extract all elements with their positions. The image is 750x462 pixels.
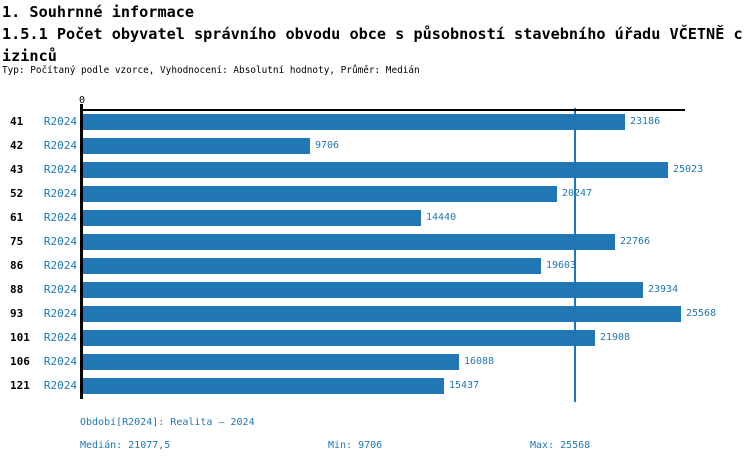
chart-row: 86 R2024 19603 — [0, 254, 750, 278]
bar — [83, 138, 310, 154]
row-category-label: 88 — [10, 283, 24, 296]
x-axis-tick-label: 0 — [78, 95, 86, 106]
chart-meta-line: Typ: Počítaný podle vzorce, Vyhodnocení:… — [2, 65, 420, 76]
row-period-label: R2024 — [43, 187, 77, 200]
chart-row: 88 R2024 23934 — [0, 278, 750, 302]
min-stat-label: Min: 9706 — [328, 440, 383, 451]
bar — [83, 114, 625, 130]
bar-value-label: 20247 — [562, 188, 593, 199]
bar-value-label: 25023 — [673, 164, 704, 175]
chart-row: 93 R2024 25568 — [0, 302, 750, 326]
chart-row: 52 R2024 20247 — [0, 182, 750, 206]
bar — [83, 258, 541, 274]
row-period-label: R2024 — [43, 115, 77, 128]
bar-value-label: 19603 — [546, 260, 577, 271]
row-category-label: 93 — [10, 307, 24, 320]
section-title: 1. Souhrnné informace — [2, 3, 195, 21]
chart-row: 106 R2024 16088 — [0, 350, 750, 374]
bar — [83, 186, 557, 202]
row-category-label: 86 — [10, 259, 24, 272]
bar — [83, 330, 595, 346]
bar-value-label: 25568 — [686, 308, 717, 319]
row-category-label: 52 — [10, 187, 24, 200]
bar-value-label: 15437 — [449, 380, 480, 391]
chart-title: 1.5.1 Počet obyvatel správního obvodu ob… — [2, 25, 743, 65]
chart-rows: 41 R2024 23186 42 R2024 9706 43 R2024 25023 52 R20… — [0, 110, 750, 398]
row-category-label: 42 — [10, 139, 24, 152]
y-axis-line — [80, 104, 83, 399]
bar — [83, 306, 681, 322]
row-period-label: R2024 — [43, 283, 77, 296]
row-period-label: R2024 — [43, 235, 77, 248]
row-category-label: 61 — [10, 211, 24, 224]
chart-row: 75 R2024 22766 — [0, 230, 750, 254]
chart-row: 61 R2024 14440 — [0, 206, 750, 230]
bar — [83, 210, 421, 226]
row-period-label: R2024 — [43, 163, 77, 176]
chart-row: 42 R2024 9706 — [0, 134, 750, 158]
bar-value-label: 23934 — [648, 284, 679, 295]
bar — [83, 354, 459, 370]
row-category-label: 101 — [10, 331, 30, 344]
bar — [83, 234, 615, 250]
bar-value-label: 23186 — [630, 116, 661, 127]
chart-row: 41 R2024 23186 — [0, 110, 750, 134]
chart-row: 121 R2024 15437 — [0, 374, 750, 398]
median-stat-label: Medián: 21077,5 — [80, 440, 171, 451]
row-period-label: R2024 — [43, 259, 77, 272]
row-category-label: 121 — [10, 379, 30, 392]
bar-value-label: 16088 — [464, 356, 495, 367]
row-period-label: R2024 — [43, 307, 77, 320]
bar-value-label: 21908 — [600, 332, 631, 343]
x-axis-line — [80, 109, 685, 111]
bar-value-label: 9706 — [315, 140, 340, 151]
bar-value-label: 14440 — [426, 212, 457, 223]
row-period-label: R2024 — [43, 211, 77, 224]
row-period-label: R2024 — [43, 139, 77, 152]
row-period-label: R2024 — [43, 331, 77, 344]
row-category-label: 41 — [10, 115, 24, 128]
bar — [83, 378, 444, 394]
bar — [83, 162, 668, 178]
bar — [83, 282, 643, 298]
row-category-label: 43 — [10, 163, 24, 176]
period-label: Období[R2024]: Realita – 2024 — [80, 417, 255, 428]
row-category-label: 106 — [10, 355, 30, 368]
chart-row: 101 R2024 21908 — [0, 326, 750, 350]
row-period-label: R2024 — [43, 379, 77, 392]
row-period-label: R2024 — [43, 355, 77, 368]
row-category-label: 75 — [10, 235, 24, 248]
median-line — [574, 108, 576, 402]
chart-row: 43 R2024 25023 — [0, 158, 750, 182]
max-stat-label: Max: 25568 — [530, 440, 591, 451]
bar-value-label: 22766 — [620, 236, 651, 247]
